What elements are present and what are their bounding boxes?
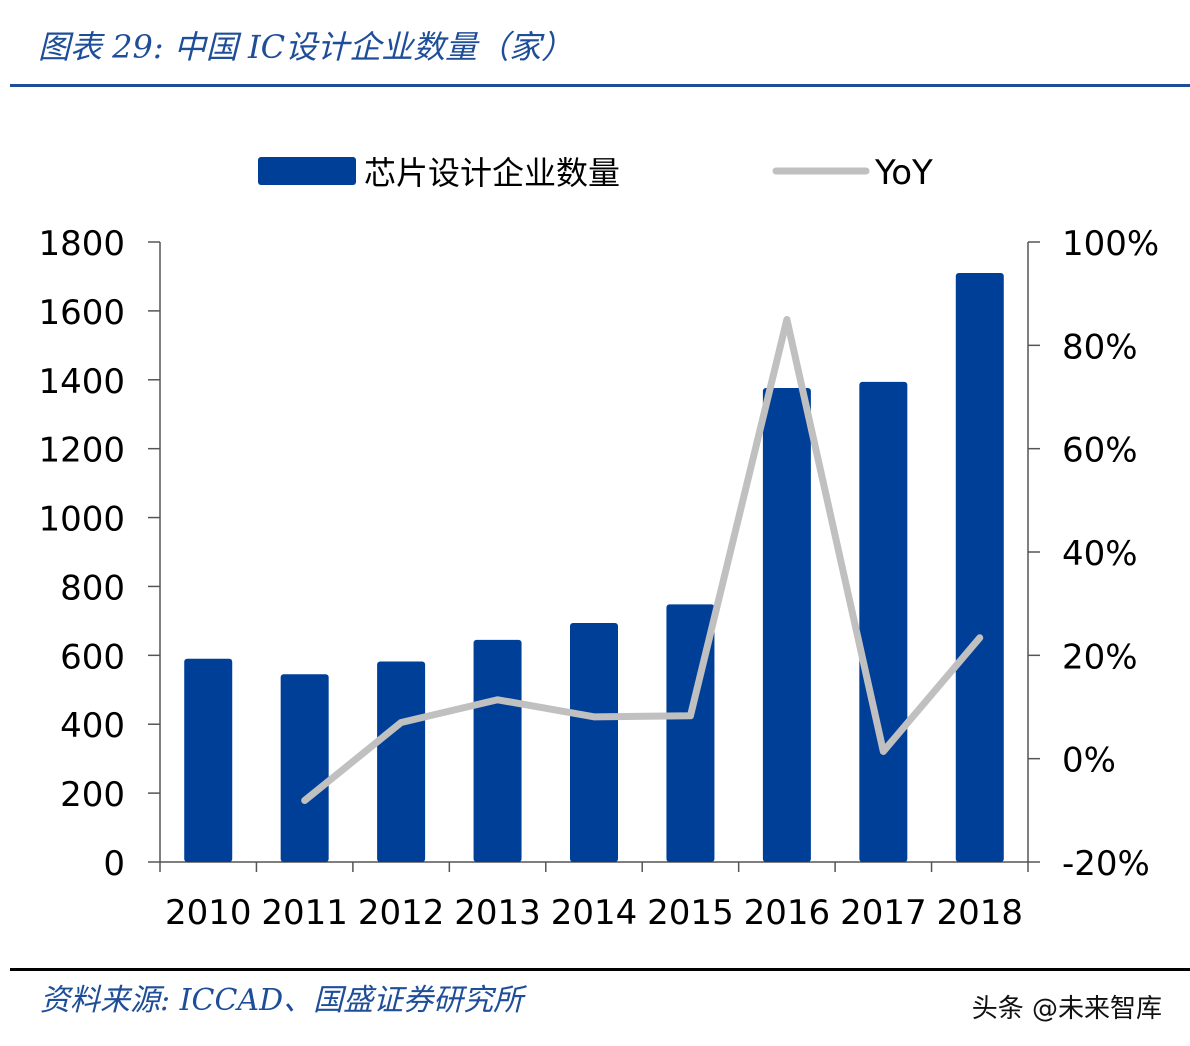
yoy-line	[301, 316, 984, 805]
bottom-divider	[10, 968, 1190, 971]
legend-swatch-bars	[258, 157, 356, 185]
bar-2014	[570, 622, 618, 862]
left-tick-label: 200	[60, 775, 125, 815]
left-tick-label: 0	[103, 844, 125, 884]
right-tick-label: 40%	[1062, 534, 1138, 574]
top-divider	[10, 84, 1190, 87]
legend-label-bars: 芯片设计企业数量	[364, 154, 620, 192]
right-tick-label: 80%	[1062, 327, 1138, 367]
x-tick-label: 2015	[647, 893, 734, 933]
right-tick-label: 20%	[1062, 637, 1138, 677]
bar-2011	[280, 674, 329, 862]
source-note: 资料来源: ICCAD、国盛证券研究所	[40, 983, 524, 1018]
x-tick-label: 2018	[937, 893, 1024, 933]
left-tick-label: 400	[60, 706, 125, 746]
x-tick-label: 2013	[454, 893, 541, 933]
bar-2017	[859, 381, 908, 862]
x-tick-label: 2017	[840, 893, 927, 933]
right-tick-label: 100%	[1062, 224, 1159, 264]
bar-2013	[473, 639, 522, 862]
watermark: 头条 @未来智库	[971, 994, 1162, 1024]
x-tick-label: 2012	[358, 893, 445, 933]
right-tick-label: 0%	[1062, 741, 1116, 781]
bar-2012	[377, 661, 426, 862]
left-tick-label: 1600	[38, 293, 125, 333]
right-tick-label: 60%	[1062, 431, 1138, 471]
left-tick-label: 1400	[38, 362, 125, 402]
bar-2018	[955, 273, 1004, 862]
chart-title: 图表 29: 中国 IC设计企业数量（家）	[38, 28, 574, 66]
x-tick-label: 2016	[744, 893, 831, 933]
legend-label-yoy: YoY	[874, 153, 933, 193]
x-tick-label: 2010	[165, 893, 252, 933]
left-tick-label: 1200	[38, 431, 125, 471]
right-tick-label: -20%	[1062, 844, 1150, 884]
bar-2016	[762, 388, 811, 862]
left-tick-label: 1000	[38, 500, 125, 540]
x-tick-label: 2014	[551, 893, 638, 933]
x-tick-label: 2011	[261, 893, 348, 933]
left-tick-label: 800	[60, 568, 125, 608]
left-tick-label: 600	[60, 637, 125, 677]
bar-2010	[184, 658, 233, 862]
left-tick-label: 1800	[38, 224, 125, 264]
